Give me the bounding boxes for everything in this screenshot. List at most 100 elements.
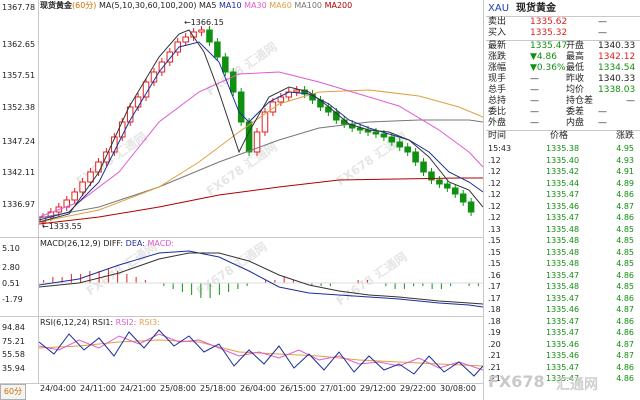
quote-panel: XAU 现货黄金 卖出 1335.62 — 买入 1335.32 — 最新 13… — [486, 0, 640, 400]
candle-body — [420, 161, 427, 173]
tick-time: .20 — [488, 339, 501, 349]
rsi1-line — [39, 329, 483, 377]
buy-value: 1335.32 — [530, 28, 568, 38]
ma60-legend: MA60 — [269, 1, 292, 10]
candle-body — [293, 89, 300, 93]
ticks-header: 时间 价格 涨跌 — [486, 131, 640, 142]
quote-row: 外盘 — 内盘 — — [486, 118, 640, 129]
tick-change: 4.87 — [616, 201, 634, 211]
quote-row: 现手 — 昨收 1340.33 — [486, 74, 640, 85]
candlestick-chart — [39, 26, 483, 226]
candle-body — [182, 36, 189, 43]
tick-price: 1335.40 — [546, 155, 580, 165]
tick-price: 1335.38 — [546, 144, 580, 153]
tick-price: 1335.42 — [546, 167, 580, 176]
tick-time: .19 — [488, 328, 501, 337]
tick-row: .12 1335.40 4.93 — [486, 155, 640, 167]
tick-row: .15 1335.48 4.85 — [486, 258, 640, 270]
ma-params: MA(5,10,30,60,100,200) — [98, 1, 197, 10]
quote-row: 总手 — 均价 1338.03 — [486, 85, 640, 96]
candle-body — [269, 101, 277, 113]
tick-change: 4.86 — [616, 213, 634, 222]
candle-body — [95, 161, 102, 173]
prev-label: 昨收 — [566, 74, 585, 84]
candle-body — [451, 187, 459, 195]
buy-label: 买入 — [488, 28, 507, 38]
last-value: 1335.47 — [530, 41, 568, 51]
macd-value-legend: MACD: — [147, 239, 175, 248]
tick-row: .19 1335.47 4.86 — [486, 327, 640, 339]
tick-price: 1335.46 — [546, 351, 580, 360]
macd-tick: -1.79 — [2, 295, 23, 304]
ma5-legend: MA5 — [199, 1, 217, 10]
open-label: 开盘 — [566, 41, 585, 51]
avg-label: 均价 — [566, 85, 585, 95]
tick-change: 4.87 — [616, 305, 634, 314]
macd-chart — [39, 250, 483, 308]
tick-price: 1335.46 — [546, 201, 580, 211]
tick-row: .15 1335.48 4.85 — [486, 247, 640, 259]
candle-body — [277, 96, 285, 103]
ma30-legend: MA30 — [244, 1, 267, 10]
tick-price: 1335.46 — [546, 339, 580, 349]
price-legend: 现货黄金(60分) MA(5,10,30,60,100,200) MA5 MA1… — [40, 1, 352, 11]
rsi-legend: RSI(6,12,24) RSI1: RSI2: RSI3: — [40, 318, 160, 328]
open-value: 1340.33 — [598, 41, 636, 51]
oi-value: — — [530, 96, 539, 106]
divider — [486, 130, 640, 131]
candle-body — [158, 61, 166, 73]
low-label: 最低 — [566, 63, 585, 73]
period-selector-button[interactable]: 60分 — [0, 384, 26, 400]
y-axis-line — [38, 0, 39, 383]
tick-change: 4.86 — [616, 362, 634, 372]
rsi3-legend: RSI3: — [138, 318, 160, 327]
divider — [486, 16, 640, 17]
candle-body — [436, 179, 443, 185]
time-tick: 26/15:00 — [280, 384, 316, 393]
candle-body — [261, 111, 269, 133]
rsi-tick: 94.84 — [2, 323, 25, 332]
total-label: 总手 — [488, 85, 507, 95]
tick-time: .17 — [488, 293, 501, 303]
tick-time: .15 — [488, 236, 501, 245]
divider — [486, 40, 640, 41]
tick-row: .18 1335.47 4.86 — [486, 316, 640, 328]
high-annotation: ←1366.15 — [184, 18, 224, 27]
sell-value: 1335.62 — [530, 17, 568, 27]
tick-time: 15:43 — [488, 144, 512, 153]
ma5-line — [39, 29, 483, 223]
fx678-logo-text: FX678 — [488, 372, 545, 391]
ticks-list[interactable]: 15:43 1335.38 4.95 .12 1335.40 4.93 .12 1335.42… — [486, 143, 640, 400]
rsi-tick: 55.58 — [2, 350, 25, 359]
ratio-label: 委比 — [488, 107, 507, 117]
tick-time: .13 — [488, 224, 501, 234]
rsi-tick: 35.94 — [2, 364, 25, 373]
quote-title: XAU 现货黄金 — [486, 2, 640, 16]
diff-label: 委差 — [566, 107, 585, 117]
low-annotation: ←1333.55 — [42, 222, 82, 231]
tick-price: 1335.44 — [546, 178, 580, 188]
price-tick: 1362.65 — [2, 40, 36, 49]
chart-area[interactable]: FX678 汇通网 FX678 汇通网 FX678 汇通网 FX678 汇通网 … — [0, 0, 484, 400]
candle-body — [467, 201, 475, 213]
out-value: — — [530, 118, 539, 128]
tick-time: .17 — [488, 282, 501, 291]
sell-row: 卖出 1335.62 — — [486, 17, 640, 28]
diff-value: — — [598, 107, 607, 117]
price-tick: 1367.78 — [2, 3, 36, 12]
tick-time: .12 — [488, 190, 501, 199]
tick-price: 1335.47 — [546, 293, 580, 303]
hand-label: 现手 — [488, 74, 507, 84]
change-label: 涨跌 — [488, 52, 507, 62]
tick-time: .12 — [488, 155, 501, 165]
tick-price: 1335.47 — [546, 328, 580, 337]
tick-row: .12 1335.44 4.89 — [486, 178, 640, 190]
tick-row: .18 1335.46 4.87 — [486, 304, 640, 316]
tick-time: .12 — [488, 178, 501, 188]
quote-row: 委比 — 委差 — — [486, 107, 640, 118]
tick-price: 1335.48 — [546, 224, 580, 234]
change-value: ▼4.86 — [530, 52, 557, 62]
tick-change: 4.85 — [616, 247, 634, 257]
macd-tick: 0.51 — [2, 279, 20, 288]
tick-change: 4.89 — [616, 178, 634, 188]
